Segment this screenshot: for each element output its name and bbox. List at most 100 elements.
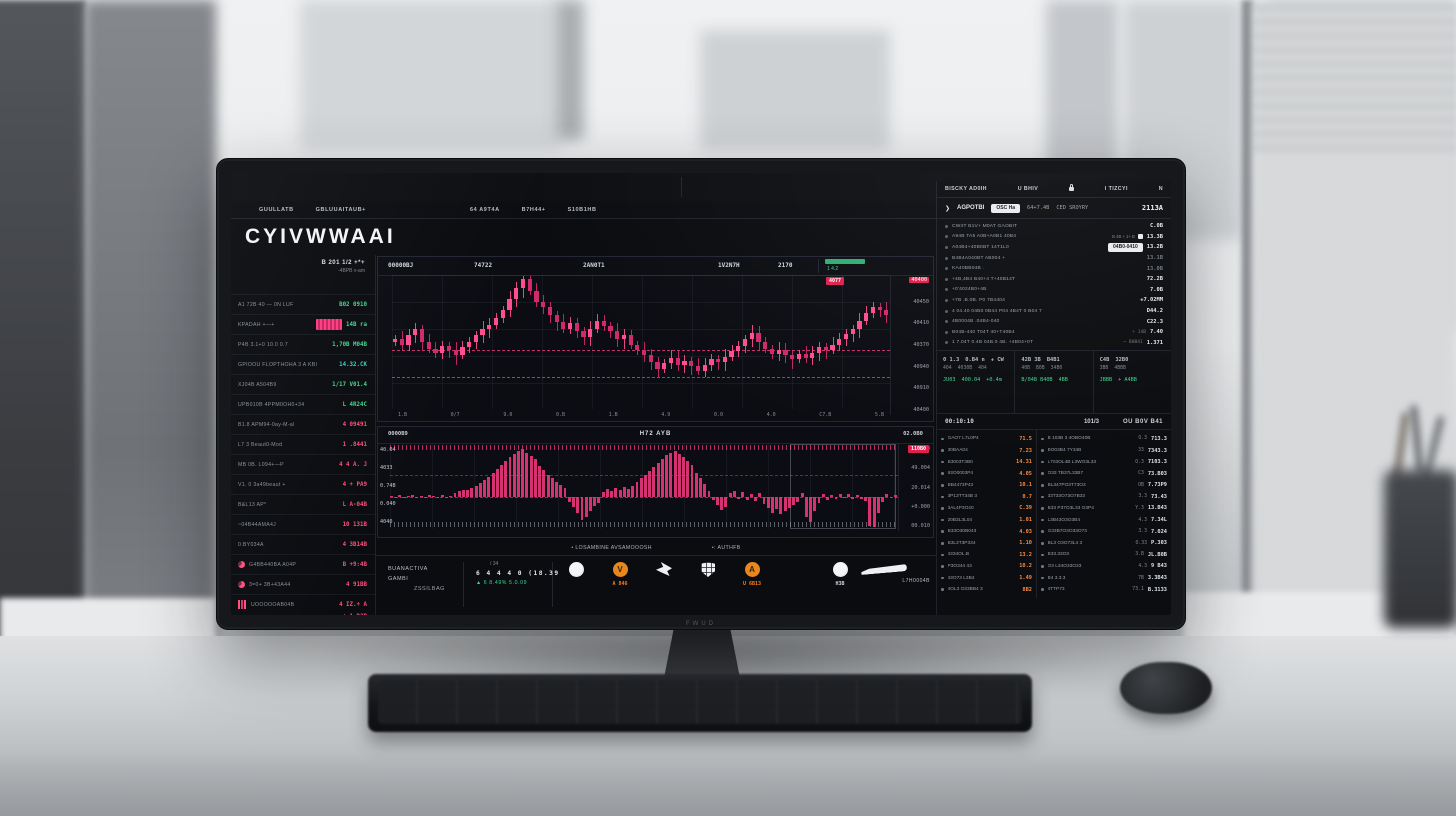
table-row[interactable]: BO03B4 7Y34B 33 7343.3 (1041, 445, 1167, 457)
asset-icon-item[interactable]: V A 846 (608, 562, 632, 587)
table-row[interactable]: 4334OL.B 13.2 (941, 549, 1032, 561)
table-row[interactable]: L3B43O3O3B4 4.3 7.34L (1041, 514, 1167, 526)
nav-item[interactable]: B7H44+ (521, 206, 546, 213)
watchlist-row[interactable]: GPIOOU FLOPTHOHA 3 A KBI 14.32.CK (231, 354, 375, 374)
table-row[interactable]: 20B3L3L04 1.01 (941, 514, 1032, 526)
watchlist-row[interactable]: XJ04B A504B9 1/17 V01.4 (231, 374, 375, 394)
shield-icon[interactable] (701, 562, 715, 577)
row-white-button[interactable]: 04B0-0410 (1108, 242, 1143, 252)
table-row[interactable]: GAO7 L7L0P4 71.5 (941, 433, 1032, 445)
asset-icon-item[interactable] (696, 562, 720, 577)
table-row[interactable]: 4TTP73 73.1 B.3133 (1041, 584, 1167, 596)
coin-a-icon[interactable]: A (744, 562, 760, 577)
panel-row[interactable]: CW4T B1V+ M0AT GAOBIT C.0B (937, 221, 1171, 232)
table-row[interactable]: L703OL4B L3WO3L33 O.3 7103.3 (1041, 456, 1167, 468)
asset-icon-item[interactable] (652, 562, 676, 576)
selection-region[interactable] (790, 444, 896, 529)
table-row[interactable]: G33B7O3O33O73 3.3 7.024 (1041, 526, 1167, 538)
watchlist-value: 4 09491 (342, 421, 367, 428)
chevron-icon[interactable]: ❯ (945, 205, 951, 212)
table-row[interactable]: BL3 O3O73L4 3 O.33 P.303 (1041, 537, 1167, 549)
stats-card[interactable]: 0 1.3 0.B4 n + CW 404 4030B 404 JU03 400.04 +0.4… (937, 351, 1016, 414)
asset-icon-item[interactable] (784, 562, 808, 577)
panel-header-item[interactable]: U BHIV (1017, 186, 1039, 192)
asset-icon-item[interactable]: A U 6B13 (740, 562, 764, 587)
watchlist-row[interactable]: B1.8 APM94-0ay-M-al 4 09491 (231, 414, 375, 434)
watchlist-row[interactable]: P4B 3.1+0 10.0 0.7 1,70B M04B (231, 334, 375, 354)
osc-button[interactable]: OSC Ha (991, 203, 1020, 213)
panel-row[interactable]: 4 04.40 04B0 0B44 P04 4B4T 0 B04 7 D44.2 (937, 306, 1171, 317)
watchlist-row[interactable]: V1. 0 3a49beaut + 4 + PA9 (231, 474, 375, 494)
panel-row[interactable]: 4B0004B .04B4-040 C22.3 (937, 316, 1171, 327)
globe-icon[interactable] (832, 562, 848, 577)
watchlist-row[interactable]: B&L13 AP* L A-04B (231, 494, 375, 514)
stats-line: 42B 3B B4B1 (1021, 357, 1086, 363)
table-row[interactable]: BL347PO3T73O3 OB 7.73P9 (1041, 480, 1167, 492)
table-row[interactable]: O3 L34O33O33 4.3 9 B43 (1041, 561, 1167, 573)
watchlist-row[interactable]: G4BB440BA A04P B +9:4B (231, 554, 375, 574)
asset-icon-item[interactable] (564, 562, 588, 577)
table-row[interactable]: 33T33O73O7B33 3.3 73.43 (1041, 491, 1167, 503)
watchlist-row[interactable]: MB 0B. L094+—P 4 4 A. J (231, 454, 375, 474)
panel-row[interactable]: B4B4A040BT AB004 + 13.1B (937, 253, 1171, 264)
volume-bar (847, 493, 851, 497)
nav-item[interactable]: S10B1HB (567, 206, 597, 213)
nav-item[interactable]: GBLUUAITAUB+ (315, 206, 366, 213)
wallet-icon[interactable] (568, 562, 584, 577)
table-row[interactable]: 3AL4P3O40 C.39 (941, 503, 1032, 515)
swoosh-icon[interactable] (861, 562, 907, 577)
nav-item[interactable]: 64 A9T4A (469, 206, 500, 213)
panel-header-item[interactable]: N (1158, 186, 1163, 192)
grid-icon[interactable] (789, 562, 804, 577)
table-row[interactable]: 43O73 L3B4 1.49 (941, 572, 1032, 584)
table-row[interactable]: B33 P37O3L33 O3P4 Y.3 13.B43 (1041, 503, 1167, 515)
table-row[interactable]: 30BAA04 7.23 (941, 445, 1032, 457)
watchlist-row[interactable]: 0.BY034A 4 3B14B (231, 534, 375, 554)
candle-plot[interactable]: 4077 (392, 275, 890, 409)
toolbar-tab[interactable]: AGPOTBI (957, 205, 985, 211)
table-row[interactable]: 93O0003P4 4.05 (941, 468, 1032, 480)
table-row[interactable]: B 103B 3 4OBO40B O.3 713.3 (1041, 433, 1167, 445)
bird-icon[interactable] (656, 562, 672, 576)
watchlist-row[interactable]: UPB010B 4PPM0OH0+34 L 4R24C (231, 394, 375, 414)
row-mini-controls[interactable]: B 4B + 1+ B (1112, 234, 1143, 240)
watchlist-row[interactable]: KPADAH +—+ 14B ra (231, 314, 375, 334)
table-row[interactable]: B33O30B043 4.03 (941, 526, 1032, 538)
volume-panel[interactable]: 0000B9 H72 AYB 02.0B0 40.04 4033 0.74B 0.04… (377, 426, 934, 538)
table-row[interactable]: B33.33O3 3.B JL.B0B (1041, 549, 1167, 561)
table-row[interactable]: 4OL3 O33BB4 3 8B2 (941, 584, 1032, 596)
watchlist-row[interactable]: L7 3 Beaut0-Mod 1 .8441 (231, 434, 375, 454)
panel-row[interactable]: A94B TA5 A0B+A0B1 40B4 B 4B + 1+ B 13.3B (937, 232, 1171, 243)
mouse[interactable] (1120, 662, 1212, 714)
table-row[interactable]: B3003T3B0 14.31 (941, 456, 1032, 468)
asset-icon-item[interactable] (872, 562, 896, 577)
volume-plot[interactable] (390, 444, 898, 529)
keyboard[interactable] (368, 674, 1032, 732)
table-row[interactable]: P3O344 43 10.2 (941, 561, 1032, 573)
asset-icon-item[interactable]: H3B (828, 562, 852, 587)
panel-header-item[interactable]: I TIZCYI (1104, 186, 1128, 192)
table-row[interactable]: 3P13TT34B 3 0.7 (941, 491, 1032, 503)
panel-row[interactable]: +7B .B.0B. P0 7B4404 +7.02MM (937, 295, 1171, 306)
toggle-icon[interactable] (1137, 234, 1143, 240)
stats-card[interactable]: 42B 3B B4B1 40B B0B 34B0 B/04B B40B 4BB (1015, 351, 1094, 414)
table-row[interactable]: O33 TB37L33B7 C3 73.B03 (1041, 468, 1167, 480)
panel-row[interactable]: +4B,4B4 B40+4 T+40B14T 72.2B (937, 274, 1171, 285)
watchlist-row[interactable]: A1 72B 40 — 0N LUF B02 0910 (231, 294, 375, 314)
watchlist-row[interactable]: ~04B44AMA4J 10 131B (231, 514, 375, 534)
panel-row[interactable]: A04B4+40B0BT 14T1L0 04B0-0410 13.2B (937, 242, 1171, 253)
table-row[interactable]: BB4473P43 10.1 (941, 480, 1032, 492)
panel-row[interactable]: 1 7.04T 0.4B 04B.0 4B. +4B04+0T ~ B0B41 1.… (937, 338, 1171, 349)
panel-row[interactable]: +0'4024B0+4B 7.0B (937, 285, 1171, 296)
candlestick-panel[interactable]: 1 4.2 00000BJ 74722 2AN0T1 1V2N7H 2170 4077 … (377, 256, 934, 422)
table-row[interactable]: B4 3.3.3 7B 3.3B43 (1041, 572, 1167, 584)
table-row[interactable]: B3L3T3P334 1.10 (941, 537, 1032, 549)
coin-v-icon[interactable]: V (612, 562, 628, 577)
panel-row[interactable]: KA40BB04B . 13.0B (937, 263, 1171, 274)
panel-row[interactable]: B04B-440 T04T 40+T40B4 + 14B 7.40 (937, 327, 1171, 338)
panel-header-item[interactable]: BISCKY AD0IH (945, 186, 987, 192)
watchlist-row[interactable]: UOOOOOAB04B 4 IZ.+ A (231, 594, 375, 614)
stats-card[interactable]: C4B 32B0 3BB 4BBB JBBB + A4BB (1094, 351, 1171, 413)
watchlist-row[interactable]: 3=0+ 3B+43A44 4 91BB (231, 574, 375, 594)
nav-item[interactable]: GUULLATB (259, 206, 294, 213)
